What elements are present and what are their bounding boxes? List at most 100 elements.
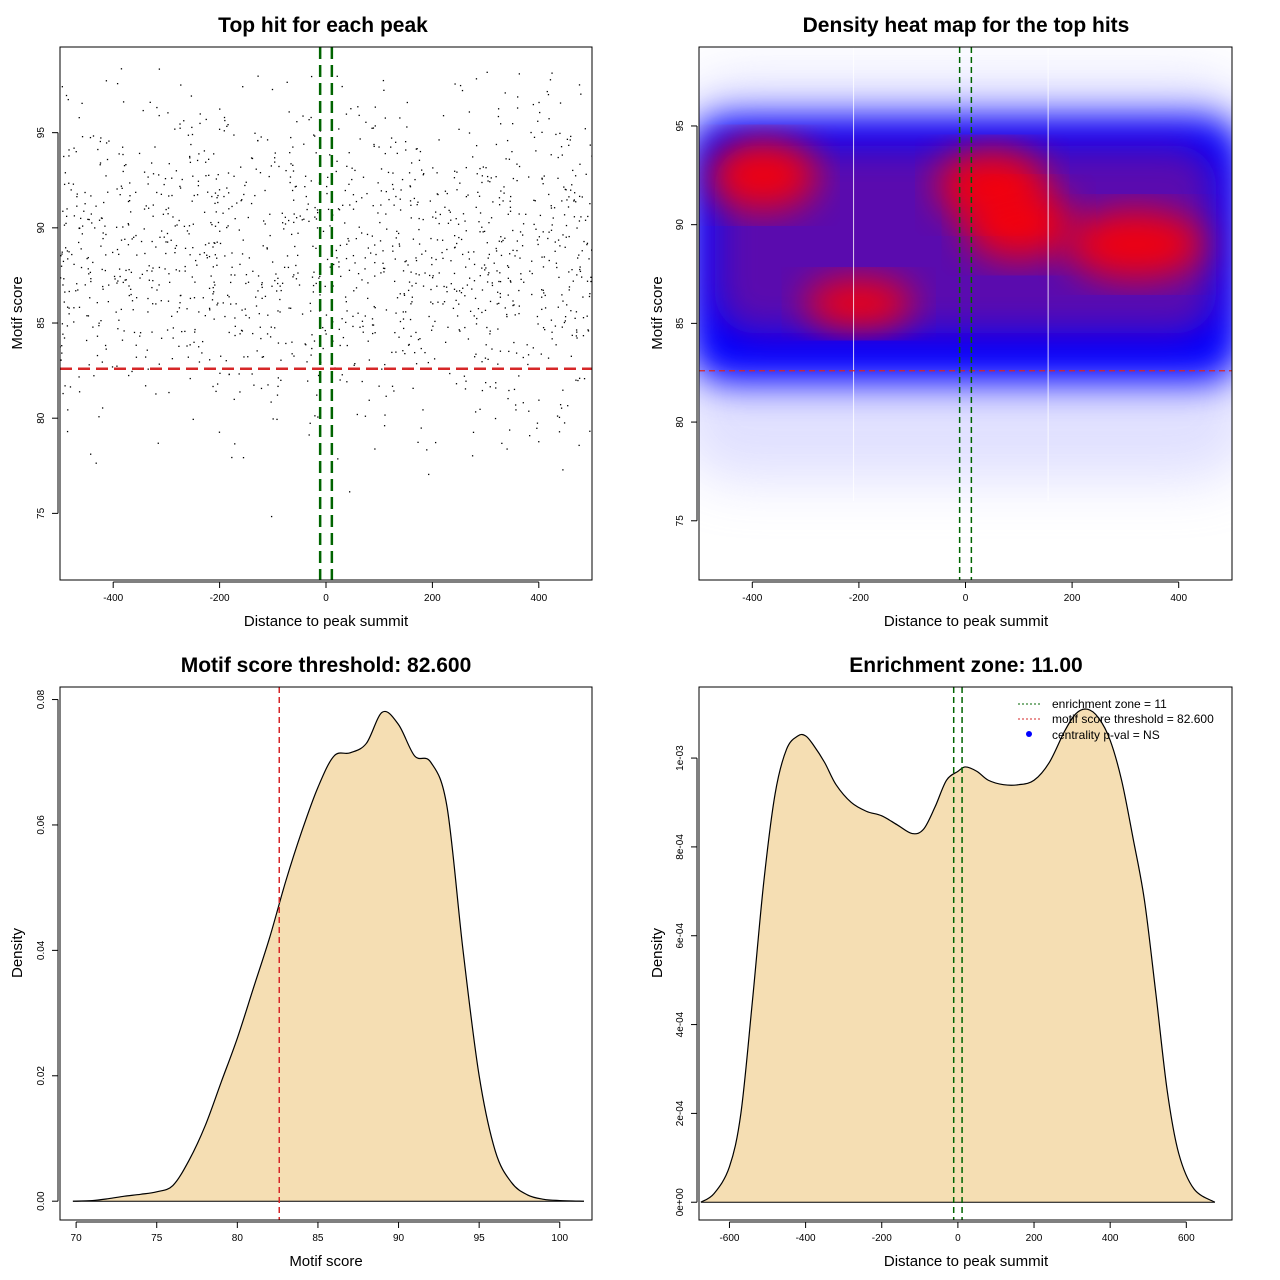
data-point — [214, 284, 216, 286]
data-point — [101, 268, 103, 271]
data-point — [578, 220, 581, 222]
data-point — [123, 330, 125, 332]
data-point — [508, 158, 511, 160]
data-point — [65, 222, 67, 225]
data-point — [189, 297, 192, 300]
data-point — [543, 175, 545, 177]
data-point — [362, 331, 364, 333]
data-point — [125, 279, 127, 281]
data-point — [482, 166, 485, 168]
data-point — [499, 350, 502, 352]
data-point — [196, 194, 199, 196]
x-axis-label: Motif score — [289, 1253, 362, 1270]
data-point — [303, 143, 305, 145]
data-point — [264, 223, 266, 225]
data-point — [431, 277, 434, 279]
data-point — [460, 292, 463, 294]
data-point — [338, 328, 340, 331]
data-point — [91, 222, 93, 224]
data-point — [359, 138, 361, 140]
data-point — [68, 290, 70, 293]
data-point — [219, 230, 221, 232]
data-point — [506, 448, 508, 450]
x-tick-label: -400 — [103, 593, 123, 604]
data-point — [458, 128, 460, 130]
data-point — [568, 235, 570, 238]
data-point — [248, 257, 251, 259]
data-point — [227, 225, 229, 227]
data-point — [217, 173, 219, 176]
x-tick-label: 400 — [530, 593, 547, 604]
data-point — [89, 297, 91, 299]
data-point — [160, 193, 163, 195]
data-point — [529, 435, 531, 437]
data-point — [63, 155, 65, 158]
data-point — [478, 195, 481, 197]
x-tick-label: 400 — [1170, 593, 1187, 604]
data-point — [191, 133, 194, 136]
data-point — [192, 175, 194, 177]
data-point — [81, 136, 84, 138]
data-point — [399, 117, 401, 119]
data-point — [432, 275, 434, 277]
data-point — [76, 283, 78, 285]
legend-swatch-centrality — [1026, 731, 1032, 737]
data-point — [408, 281, 411, 283]
data-point — [551, 338, 553, 340]
data-point — [152, 267, 154, 269]
data-point — [78, 391, 81, 393]
data-point — [215, 390, 217, 393]
data-point — [563, 214, 566, 216]
data-point — [213, 242, 215, 244]
data-point — [585, 173, 587, 175]
data-point — [402, 270, 405, 272]
data-point — [128, 268, 130, 271]
data-point — [370, 252, 372, 254]
data-point — [474, 297, 477, 300]
data-point — [384, 117, 386, 119]
data-point — [428, 315, 430, 318]
data-point — [186, 230, 189, 232]
data-point — [426, 449, 428, 451]
data-point — [574, 175, 577, 177]
data-point — [424, 351, 426, 354]
data-point — [450, 283, 452, 285]
data-point — [158, 284, 160, 286]
data-point — [113, 275, 116, 278]
plot-frame — [698, 46, 1233, 581]
data-point — [76, 205, 78, 207]
data-point — [380, 204, 382, 206]
data-point — [371, 235, 373, 237]
data-point — [122, 101, 125, 103]
data-point — [266, 248, 268, 250]
data-point — [411, 301, 413, 303]
data-point — [167, 300, 170, 302]
data-point — [473, 280, 476, 282]
data-point — [63, 183, 66, 186]
data-point — [78, 306, 81, 308]
data-point — [203, 211, 206, 213]
data-point — [550, 319, 553, 321]
data-point — [189, 344, 191, 346]
data-point — [340, 275, 342, 278]
data-point — [68, 149, 70, 151]
data-point — [483, 230, 486, 233]
data-point — [589, 144, 591, 146]
data-point — [419, 338, 421, 340]
data-point — [260, 136, 262, 138]
data-point — [474, 411, 477, 413]
data-point — [536, 427, 538, 429]
data-point — [247, 216, 249, 219]
data-point — [312, 291, 315, 293]
data-point — [187, 356, 189, 358]
data-point — [518, 305, 520, 307]
y-tick-label: 75 — [675, 515, 686, 527]
data-point — [149, 101, 151, 104]
data-point — [578, 195, 581, 198]
data-point — [116, 248, 119, 251]
data-point — [168, 273, 170, 275]
data-point — [172, 337, 174, 339]
data-point — [391, 245, 394, 247]
data-point — [83, 210, 85, 212]
data-point — [81, 233, 83, 235]
